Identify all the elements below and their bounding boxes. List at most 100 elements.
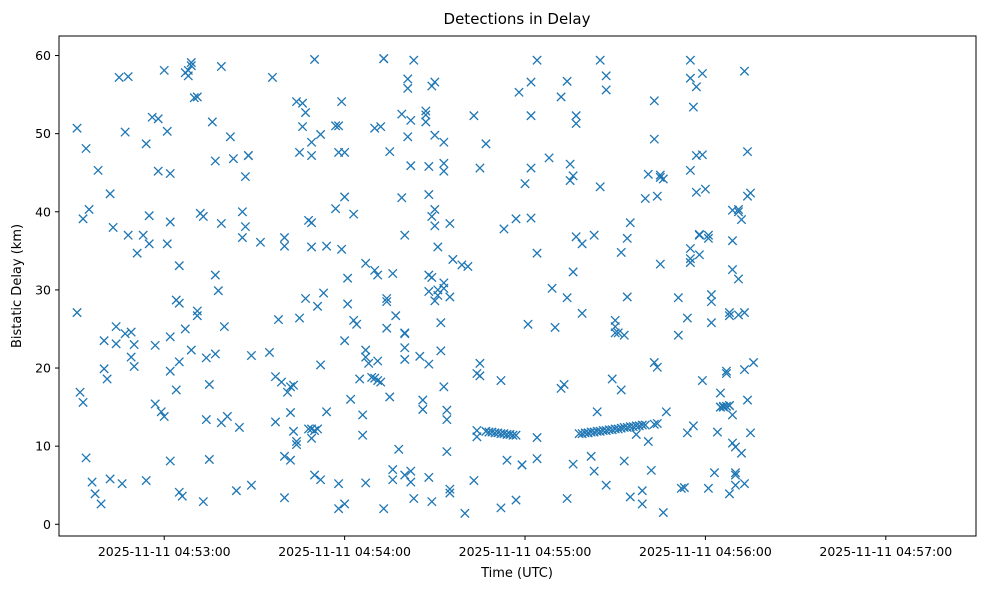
- data-point: [526, 213, 536, 223]
- data-point: [532, 55, 542, 65]
- data-point: [373, 375, 383, 386]
- data-point: [385, 392, 395, 402]
- data-point: [601, 85, 611, 95]
- data-point: [613, 424, 623, 434]
- data-point: [649, 96, 659, 106]
- data-point: [421, 110, 431, 120]
- data-point: [694, 230, 705, 240]
- data-point: [526, 111, 536, 121]
- data-point: [219, 321, 230, 332]
- data-point: [300, 107, 311, 118]
- data-point: [436, 346, 446, 356]
- data-point: [117, 478, 127, 489]
- data-point: [568, 171, 578, 181]
- data-point: [727, 236, 738, 246]
- data-point: [439, 166, 449, 176]
- data-point: [571, 232, 581, 242]
- data-point: [457, 260, 467, 270]
- data-point: [733, 310, 744, 320]
- data-point: [297, 121, 308, 132]
- data-point: [361, 258, 371, 269]
- data-point: [276, 377, 287, 387]
- data-point: [526, 163, 536, 173]
- data-point: [309, 54, 320, 65]
- data-point: [339, 192, 350, 202]
- data-point: [724, 311, 735, 321]
- data-point: [637, 499, 647, 509]
- data-point: [625, 492, 635, 502]
- data-point: [174, 261, 184, 271]
- data-point: [655, 259, 665, 269]
- data-point: [234, 422, 245, 433]
- data-point: [640, 420, 650, 430]
- data-point: [222, 411, 233, 422]
- data-point: [333, 121, 344, 131]
- data-point: [658, 174, 668, 184]
- data-point: [279, 232, 290, 243]
- data-point: [87, 477, 97, 487]
- data-point: [550, 322, 560, 333]
- data-point: [730, 468, 741, 478]
- data-point: [652, 191, 662, 201]
- data-point: [348, 209, 359, 219]
- data-point: [703, 483, 714, 494]
- data-point: [81, 143, 91, 154]
- data-point: [358, 430, 368, 440]
- data-point: [246, 350, 257, 361]
- data-point: [724, 307, 735, 318]
- data-point: [267, 72, 278, 83]
- data-point: [231, 486, 242, 496]
- data-point: [706, 296, 717, 307]
- data-point: [204, 379, 214, 390]
- data-point: [285, 455, 296, 465]
- data-point: [306, 137, 317, 147]
- data-point: [499, 224, 509, 234]
- data-point: [643, 169, 653, 179]
- data-point: [409, 55, 419, 65]
- data-point: [610, 328, 620, 338]
- data-point: [333, 478, 344, 489]
- data-point: [709, 468, 720, 478]
- data-point: [99, 336, 109, 346]
- data-point: [733, 207, 744, 217]
- data-point: [739, 66, 750, 76]
- data-point: [739, 307, 750, 318]
- data-point: [183, 65, 193, 76]
- data-point: [72, 307, 82, 318]
- data-point: [691, 82, 702, 92]
- x-tick-label: 2025-11-11 04:54:00: [278, 544, 411, 559]
- y-tick-label: 50: [35, 126, 51, 141]
- data-point: [75, 387, 85, 397]
- data-point: [210, 270, 221, 280]
- data-point: [123, 230, 133, 240]
- data-point: [691, 187, 702, 197]
- data-point: [586, 451, 596, 461]
- data-point: [571, 111, 581, 121]
- y-tick-label: 0: [43, 517, 51, 532]
- data-point: [520, 178, 530, 189]
- data-point: [150, 399, 160, 409]
- data-point: [111, 321, 121, 332]
- data-point: [162, 126, 172, 136]
- data-point: [315, 360, 326, 370]
- data-point: [424, 161, 434, 172]
- data-point: [394, 444, 404, 454]
- data-point: [496, 375, 506, 386]
- x-tick-label: 2025-11-11 04:53:00: [98, 544, 231, 559]
- data-point: [727, 264, 738, 275]
- data-point: [649, 134, 659, 144]
- data-point: [186, 345, 196, 355]
- data-point: [333, 503, 344, 514]
- data-point: [730, 480, 741, 490]
- data-point: [400, 343, 410, 353]
- data-point: [577, 239, 587, 249]
- data-point: [523, 319, 533, 329]
- data-point: [309, 470, 320, 480]
- data-point: [210, 349, 221, 359]
- data-point: [421, 117, 431, 127]
- data-point: [472, 432, 482, 442]
- data-point: [336, 244, 347, 254]
- data-point: [544, 153, 554, 163]
- data-point: [162, 239, 172, 249]
